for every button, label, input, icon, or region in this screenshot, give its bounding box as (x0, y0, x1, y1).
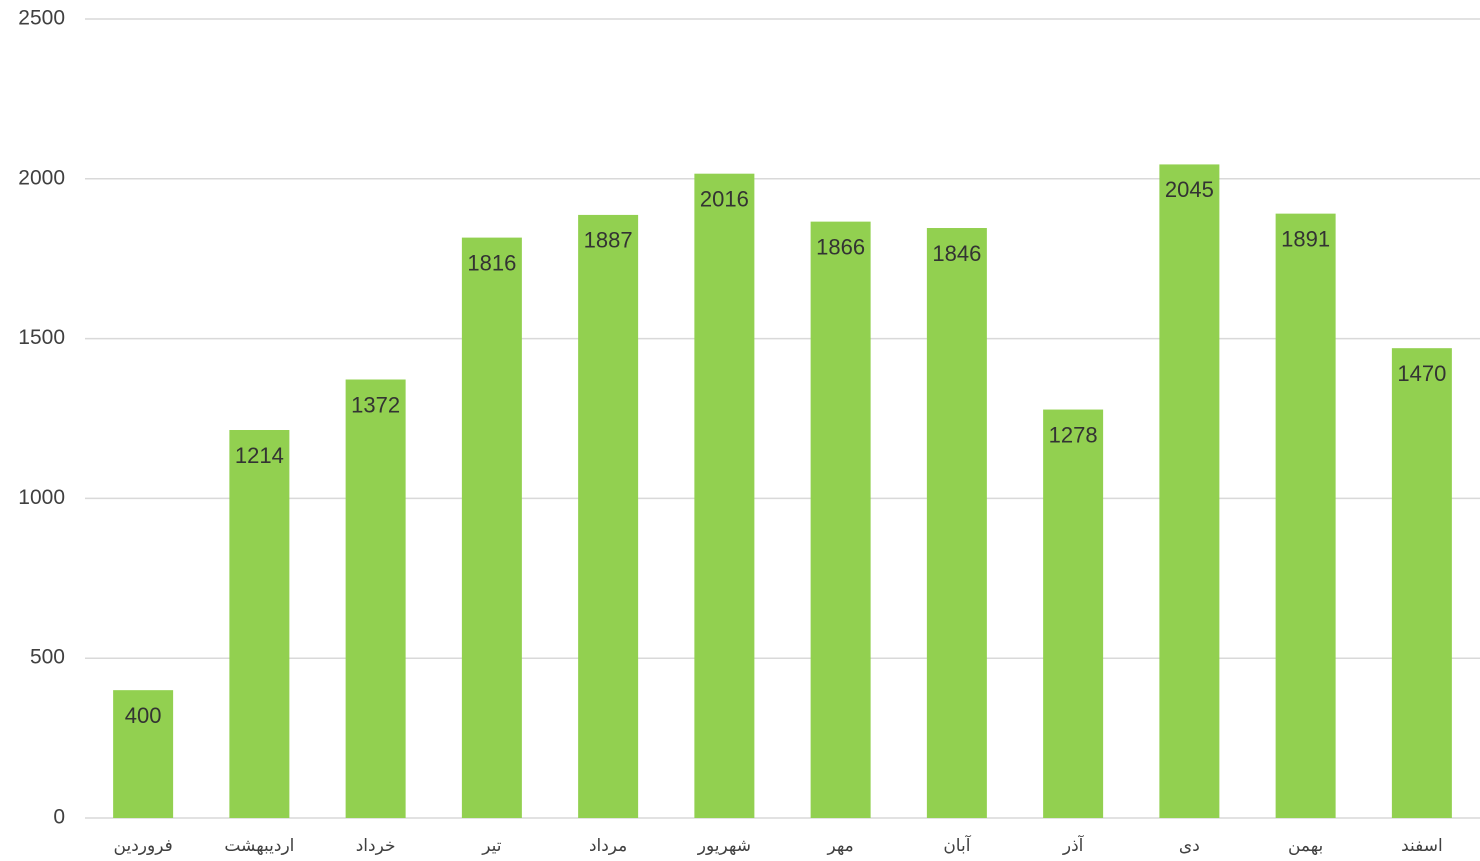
data-label: 1887 (584, 228, 633, 253)
data-label: 1846 (932, 241, 981, 266)
bar (810, 221, 871, 818)
bar (694, 173, 755, 818)
data-label: 2016 (700, 186, 749, 211)
data-label: 1470 (1397, 361, 1446, 386)
x-tick-label: اردیبهشت (224, 836, 294, 856)
data-label: 1816 (467, 250, 516, 275)
bar (1043, 409, 1104, 818)
bar (113, 690, 174, 818)
x-tick-label: بهمن (1288, 836, 1323, 856)
x-tick-label: اسفند (1401, 836, 1443, 856)
x-tick-label: دی (1179, 836, 1200, 856)
data-label: 400 (125, 703, 162, 728)
x-tick-label: آبان (943, 834, 971, 856)
x-tick-label: آذر (1062, 834, 1085, 856)
bar (926, 228, 987, 818)
x-tick-label: شهریور (697, 836, 751, 856)
data-label: 1372 (351, 392, 400, 417)
y-tick-label: 500 (30, 646, 65, 669)
x-tick-label: خرداد (356, 836, 396, 856)
bar (229, 430, 290, 818)
x-tick-label: مهر (826, 836, 853, 856)
x-tick-label: تیر (481, 836, 502, 856)
y-tick-label: 2500 (18, 7, 65, 30)
data-label: 1866 (816, 234, 865, 259)
x-tick-label: فروردین (114, 836, 173, 856)
bar (1159, 164, 1220, 819)
y-tick-label: 2000 (18, 166, 65, 189)
bar (461, 237, 522, 819)
y-tick-label: 0 (53, 806, 65, 829)
data-label: 1214 (235, 443, 284, 468)
bar (1391, 348, 1452, 818)
bar (345, 379, 406, 818)
bar (578, 214, 639, 818)
y-tick-label: 1500 (18, 326, 65, 349)
y-tick-label: 1000 (18, 486, 65, 509)
bar (1275, 213, 1336, 818)
x-tick-label: مرداد (589, 836, 627, 856)
data-label: 1278 (1049, 422, 1098, 447)
data-label: 1891 (1281, 226, 1330, 251)
data-label: 2045 (1165, 177, 1214, 202)
